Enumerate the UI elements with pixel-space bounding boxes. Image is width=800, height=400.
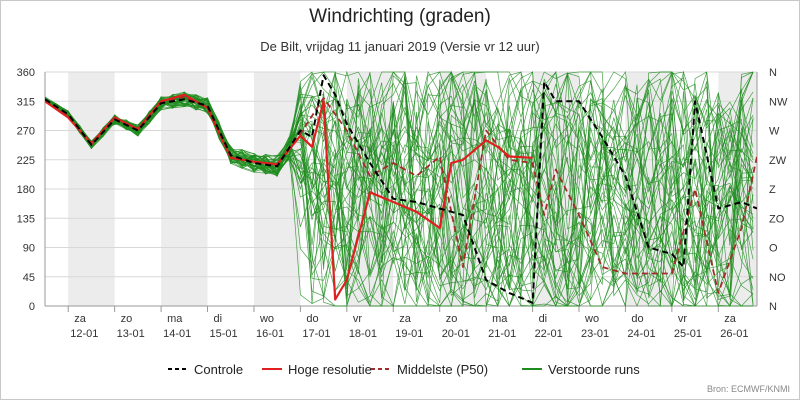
x-tick-day: za	[74, 313, 87, 325]
x-tick-date: 21-01	[488, 328, 516, 340]
x-tick-date: 20-01	[442, 328, 470, 340]
legend-label: Hoge resolutie	[288, 362, 372, 377]
x-tick-day: vr	[353, 313, 363, 325]
x-tick-date: 19-01	[395, 328, 423, 340]
x-tick-day: di	[539, 313, 548, 325]
y-tick-label-right: W	[769, 126, 780, 138]
y-tick-label-right: NW	[769, 96, 788, 108]
x-tick-day: do	[306, 313, 318, 325]
y-tick-label: 135	[17, 213, 35, 225]
x-tick-date: 15-01	[210, 328, 238, 340]
x-tick-day: za	[399, 313, 412, 325]
y-tick-label: 90	[23, 243, 35, 255]
y-tick-label: 180	[17, 184, 35, 196]
x-tick-day: ma	[492, 313, 508, 325]
y-tick-label: 225	[17, 155, 35, 167]
x-tick-date: 26-01	[720, 328, 748, 340]
chart-title: Windrichting (graden)	[309, 6, 491, 27]
y-tick-label-right: O	[769, 243, 778, 255]
y-tick-label-right: NO	[769, 272, 786, 284]
y-tick-label: 45	[23, 272, 35, 284]
x-tick-day: di	[214, 313, 223, 325]
ensemble-run-line	[45, 71, 754, 307]
x-tick-day: ma	[167, 313, 183, 325]
x-tick-day: wo	[259, 313, 274, 325]
x-tick-date: 17-01	[302, 328, 330, 340]
legend-label: Verstoorde runs	[548, 362, 640, 377]
x-tick-date: 13-01	[117, 328, 145, 340]
ensemble-run-line	[45, 71, 754, 307]
y-tick-label: 315	[17, 96, 35, 108]
y-tick-label-right: ZW	[769, 155, 787, 167]
x-tick-date: 22-01	[535, 328, 563, 340]
y-tick-label-right: N	[769, 301, 777, 313]
x-tick-day: za	[724, 313, 737, 325]
ensemble-run-line	[45, 95, 754, 307]
x-tick-date: 18-01	[349, 328, 377, 340]
x-tick-date: 16-01	[256, 328, 284, 340]
chart-subtitle: De Bilt, vrijdag 11 januari 2019 (Versie…	[260, 39, 540, 54]
y-tick-label-right: Z	[769, 184, 776, 196]
x-tick-day: zo	[446, 313, 458, 325]
legend-label: Middelste (P50)	[397, 362, 488, 377]
x-tick-date: 12-01	[70, 328, 98, 340]
y-tick-label: 270	[17, 126, 35, 138]
x-tick-date: 14-01	[163, 328, 191, 340]
x-tick-day: do	[631, 313, 643, 325]
y-tick-label: 0	[29, 301, 35, 313]
y-tick-label-right: N	[769, 67, 777, 79]
legend: Controle Hoge resolutie Middelste (P50) Ver…	[168, 362, 640, 377]
x-tick-date: 24-01	[627, 328, 655, 340]
ensemble-run-line	[45, 71, 754, 304]
plot-area	[45, 70, 757, 308]
ensemble-run-line	[45, 71, 754, 307]
legend-label: Controle	[194, 362, 243, 377]
x-tick-date: 23-01	[581, 328, 609, 340]
source-credit: Bron: ECMWF/KNMI	[706, 384, 790, 394]
y-tick-label-right: ZO	[769, 213, 785, 225]
x-tick-day: zo	[121, 313, 133, 325]
x-tick-date: 25-01	[674, 328, 702, 340]
ensemble-run-line	[45, 91, 754, 307]
y-tick-label: 360	[17, 67, 35, 79]
ensemble-run-line	[45, 71, 754, 298]
ensemble-run-line	[45, 71, 754, 307]
series-line-controle	[45, 74, 757, 304]
x-tick-day: wo	[584, 313, 599, 325]
x-tick-day: vr	[678, 313, 688, 325]
